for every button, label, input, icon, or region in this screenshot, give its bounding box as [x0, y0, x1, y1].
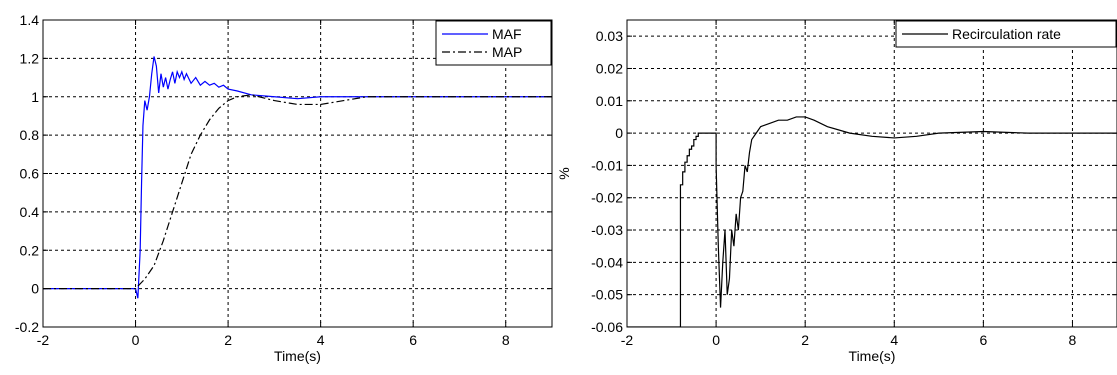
y-tick-label: -0.01 [591, 157, 623, 173]
y-tick-label: 0.6 [20, 166, 40, 182]
left-chart-panel: -2 0 2 4 6 8 -0.2 0 0.2 0.4 0.6 0.8 1 1.2 1.4 Time(s) MA… [15, 12, 553, 364]
y-tick-label: 0.03 [596, 28, 623, 44]
y-tick-label: -0.03 [591, 222, 623, 238]
y-tick-label: 1.2 [20, 50, 40, 66]
plot-area [627, 20, 1117, 327]
x-tick-label: 6 [409, 332, 417, 348]
x-tick-label: 4 [317, 332, 325, 348]
series-line-map [43, 94, 552, 290]
y-tick-label: 0 [31, 281, 39, 297]
x-tick-label: 0 [712, 332, 720, 348]
legend-entry-label: Recirculation rate [952, 26, 1061, 42]
y-tick-label: 0 [615, 125, 623, 141]
x-tick-label: 8 [1069, 332, 1077, 348]
y-tick-label: 0.8 [20, 127, 40, 143]
x-tick-label: 4 [890, 332, 898, 348]
y-tick-label: 0.02 [596, 60, 623, 76]
legend-entry-label: MAF [492, 26, 522, 42]
x-tick-label: -2 [37, 332, 50, 348]
y-tick-label: 1 [31, 89, 39, 105]
right-chart-panel: -2 0 2 4 6 8 -0.06 -0.05 -0.04 -0.03 -0.02 -0.01 0 0.… [556, 19, 1117, 364]
series-group [627, 116, 1117, 327]
x-tick-label: 2 [224, 332, 232, 348]
x-axis-label: Time(s) [849, 348, 896, 364]
y-tick-label: -0.06 [591, 319, 623, 335]
x-tick-label: 8 [502, 332, 510, 348]
legend-box [435, 20, 552, 66]
y-tick-label: 0.2 [20, 242, 40, 258]
y-tick-label: 0.4 [20, 204, 40, 220]
legend-entry-label: MAP [492, 44, 522, 60]
axes-frame [626, 19, 1117, 328]
series-line-recirculation-rate [627, 116, 1117, 327]
y-tick-label: 0.01 [596, 93, 623, 109]
x-tick-label: 0 [132, 332, 140, 348]
y-tick-label: -0.2 [15, 319, 39, 335]
series-group [43, 56, 552, 299]
y-axis-label: % [556, 167, 572, 179]
x-axis-label: Time(s) [274, 348, 321, 364]
y-tick-label: -0.02 [591, 190, 623, 206]
x-tick-label: -2 [621, 332, 634, 348]
x-tick-label: 2 [801, 332, 809, 348]
y-tick-label: 1.4 [20, 12, 40, 28]
x-tick-label: 6 [979, 332, 987, 348]
series-line-maf [43, 56, 552, 299]
y-tick-label: -0.04 [591, 254, 623, 270]
y-tick-label: -0.05 [591, 287, 623, 303]
